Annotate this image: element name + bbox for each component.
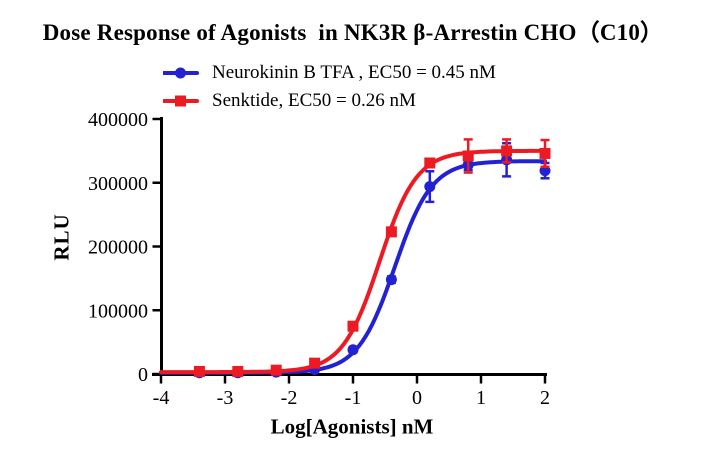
data-point	[385, 274, 397, 286]
y-axis-title: RLU	[49, 213, 74, 261]
x-tick-label: -3	[217, 387, 234, 409]
data-point	[232, 365, 244, 377]
x-tick-label: -2	[281, 387, 298, 409]
data-point	[347, 320, 359, 332]
series-senktide	[159, 138, 551, 377]
legend-label: Senktide, EC50 = 0.26 nM	[212, 90, 416, 111]
data-point	[424, 157, 436, 169]
senktide-legend-marker-square-icon	[163, 95, 199, 107]
x-axis-title: Log[Agonists] nM	[270, 414, 434, 439]
neurokinin-legend-marker-circle-icon	[163, 67, 199, 79]
data-point	[270, 364, 282, 376]
y-axis: 0 100000 200000 300000 400000	[88, 109, 163, 386]
data-point	[539, 147, 551, 159]
y-tick-label: 100000	[88, 300, 148, 322]
x-tick-label: 1	[476, 387, 486, 409]
legend-item-neurokinin-b-tfa: Neurokinin B TFA , EC50 = 0.45 nM	[163, 59, 496, 87]
x-tick-label: 2	[540, 387, 550, 409]
y-tick-label: 200000	[88, 237, 148, 259]
x-tick-label: 0	[412, 387, 422, 409]
series-neurokinin-b-tfa	[159, 141, 551, 379]
fit-curve	[159, 159, 547, 375]
data-point	[193, 365, 205, 377]
data-point	[385, 226, 397, 238]
legend-item-senktide: Senktide, EC50 = 0.26 nM	[163, 87, 496, 115]
x-tick-label: -4	[153, 387, 170, 409]
data-point	[501, 145, 513, 157]
x-axis: -4 -3 -2 -1 0 1 2	[152, 373, 550, 409]
data-point	[309, 357, 321, 369]
y-tick-label: 300000	[88, 173, 148, 195]
chart-title: Dose Response of Agonists in NK3R β-Arre…	[42, 20, 664, 45]
data-point	[462, 150, 474, 162]
fit-curve	[159, 148, 547, 375]
data-point	[347, 344, 359, 356]
legend: Neurokinin B TFA , EC50 = 0.45 nM Senkti…	[163, 59, 496, 115]
y-tick-label: 0	[138, 364, 148, 386]
x-tick-label: -1	[345, 387, 362, 409]
data-point	[424, 181, 436, 193]
legend-label: Neurokinin B TFA , EC50 = 0.45 nM	[212, 62, 496, 83]
y-tick-label: 400000	[88, 109, 148, 131]
